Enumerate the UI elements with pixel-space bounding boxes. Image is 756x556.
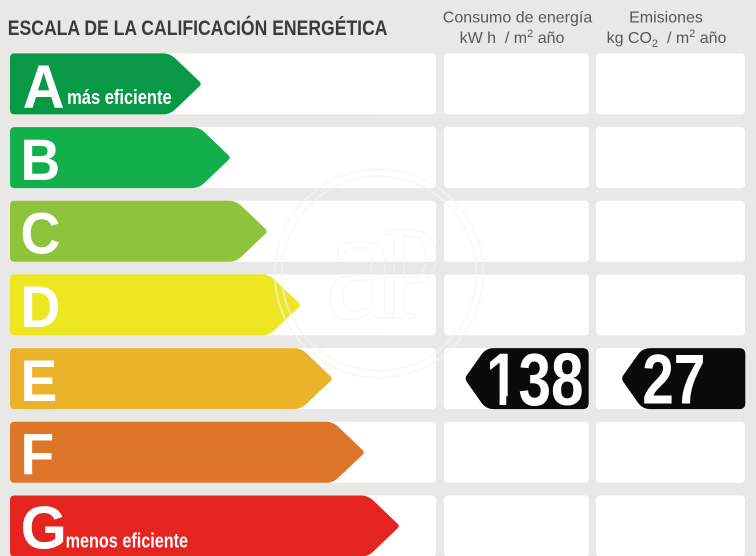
svg-text:kg CO2 / m2 año: kg CO2 / m2 año bbox=[607, 28, 727, 50]
svg-text:F: F bbox=[21, 422, 55, 487]
svg-text:más eficiente: más eficiente bbox=[67, 86, 172, 109]
svg-text:B: B bbox=[21, 128, 61, 193]
svg-text:D: D bbox=[21, 275, 61, 340]
svg-text:P: P bbox=[382, 199, 440, 347]
svg-text:kW h / m2 año: kW h / m2 año bbox=[460, 28, 565, 47]
svg-text:menos eficiente: menos eficiente bbox=[66, 530, 188, 552]
svg-text:Consumo de energía: Consumo de energía bbox=[443, 9, 593, 26]
svg-text:G: G bbox=[21, 494, 67, 556]
svg-text:ESCALA DE LA CALIFICACIÓN ENER: ESCALA DE LA CALIFICACIÓN ENERGÉTICA bbox=[8, 17, 388, 41]
svg-text:E: E bbox=[21, 349, 58, 414]
svg-text:138: 138 bbox=[486, 340, 584, 422]
svg-text:27: 27 bbox=[642, 340, 705, 419]
svg-text:A: A bbox=[23, 52, 65, 121]
svg-text:a: a bbox=[324, 174, 396, 354]
svg-text:C: C bbox=[21, 201, 61, 266]
svg-text:Emisiones: Emisiones bbox=[629, 9, 703, 26]
